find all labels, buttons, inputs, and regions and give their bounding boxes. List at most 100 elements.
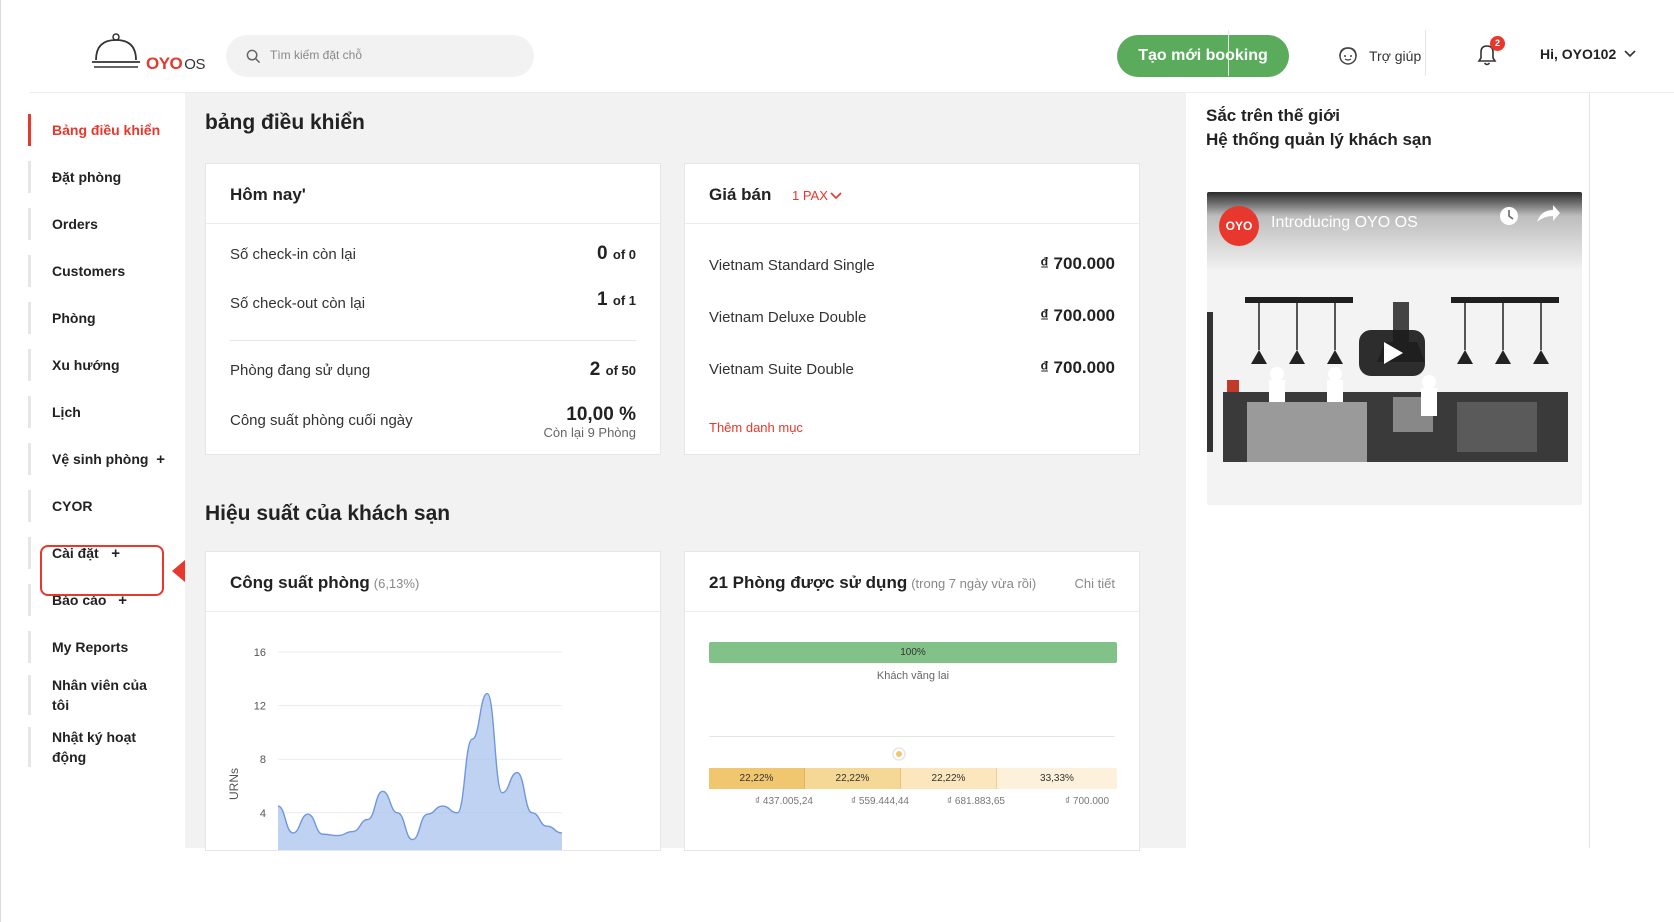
- sidebar-item-cyor[interactable]: CYOR: [28, 486, 185, 526]
- pricing-card: Giá bán 1 PAX Vietnam Standard Single ₫ …: [684, 163, 1140, 455]
- card-title: 21 Phòng được sử dụng (trong 7 ngày vừa r…: [709, 573, 1037, 592]
- section-title: Hiệu suất của khách sạn: [205, 502, 451, 525]
- bell-icon[interactable]: [1475, 42, 1499, 68]
- details-link[interactable]: Chi tiết: [1074, 576, 1115, 591]
- video-player[interactable]: OYO Introducing OYO OS: [1207, 192, 1582, 505]
- price-label: ₫ 437.005,24: [755, 796, 813, 807]
- occupancy-chart: URNs 16 12 8 4: [227, 647, 563, 850]
- y-tick-label: 4: [260, 808, 266, 820]
- sidebar-item-orders[interactable]: Orders: [28, 204, 185, 244]
- promo-heading: Sắc trên thế giới Hệ thống quản lý khách…: [1206, 104, 1432, 152]
- occupancy-card: Công suất phòng (6,13%) URNs 16 12 8 4: [205, 551, 661, 851]
- card-header: Hôm nay': [206, 164, 660, 224]
- room-type-price: ₫ 700.000: [1040, 306, 1115, 325]
- card-title: Giá bán: [709, 185, 772, 204]
- sidebar-item-housekeeping[interactable]: Vệ sinh phòng +: [28, 439, 185, 479]
- video-title: Introducing OYO OS: [1271, 214, 1418, 231]
- checkout-value: 1 of 1: [597, 289, 636, 310]
- card-header: Công suất phòng (6,13%): [206, 552, 660, 612]
- pax-selector[interactable]: 1 PAX: [792, 188, 842, 203]
- room-type-name: Vietnam Standard Single: [709, 257, 875, 274]
- create-booking-button[interactable]: Tạo mới booking: [1117, 35, 1289, 77]
- cloche-icon: [92, 33, 140, 68]
- eod-occupancy-value: 10,00 %: [566, 404, 636, 425]
- occupancy-area: [278, 693, 562, 850]
- help-label: Trợ giúp: [1369, 48, 1422, 64]
- expand-icon: +: [156, 450, 165, 468]
- rooms-used-card: 21 Phòng được sử dụng (trong 7 ngày vừa r…: [684, 551, 1140, 851]
- kitchen-illustration: [1207, 192, 1582, 505]
- search-icon: [246, 49, 261, 64]
- card-header: 21 Phòng được sử dụng (trong 7 ngày vừa r…: [685, 552, 1139, 612]
- sidebar-item-rooms[interactable]: Phòng: [28, 298, 185, 338]
- user-menu[interactable]: Hi, OYO102: [1540, 46, 1636, 62]
- occupied-value: 2 of 50: [589, 359, 636, 380]
- source-bar: 100%: [709, 642, 1117, 663]
- support-icon: [1339, 47, 1357, 65]
- chevron-down-icon: [1624, 50, 1636, 58]
- channel-avatar: OYO: [1219, 206, 1259, 246]
- occupied-label: Phòng đang sử dụng: [230, 362, 371, 379]
- marker-icon: [892, 747, 906, 761]
- sidebar-item-reports[interactable]: Báo cáo +: [28, 580, 185, 620]
- panel-divider: [1589, 93, 1590, 848]
- header-divider: [1228, 30, 1229, 76]
- page-title: bảng điều khiển: [205, 111, 365, 134]
- checkout-label: Số check-out còn lại: [230, 295, 366, 312]
- checkin-value: 0 of 0: [597, 243, 636, 264]
- expand-icon: +: [111, 544, 120, 562]
- sidebar-item-calendar[interactable]: Lịch: [28, 392, 185, 432]
- today-card: Hôm nay' Số check-in còn lại 0 of 0 Số c…: [205, 163, 661, 455]
- promo-line-1: Sắc trên thế giới: [1206, 106, 1340, 125]
- price-label: ₫ 700.000: [1065, 796, 1110, 807]
- room-type-name: Vietnam Suite Double: [709, 361, 854, 378]
- y-tick-label: 16: [254, 647, 266, 659]
- logo[interactable]: OYO OS: [92, 33, 206, 80]
- sidebar-item-activity-log[interactable]: Nhật ký hoạt động: [28, 723, 180, 771]
- y-axis-label: URNs: [227, 768, 241, 800]
- price-distribution-bar: 22,22% 22,22% 22,22% 33,33%: [709, 768, 1117, 789]
- sidebar-item-bookings[interactable]: Đặt phòng: [28, 157, 185, 197]
- divider: [230, 340, 636, 341]
- occupancy-line: [277, 692, 563, 841]
- help-link[interactable]: Trợ giúp: [1337, 44, 1421, 68]
- y-tick-label: 8: [260, 754, 266, 766]
- expand-icon: +: [118, 591, 127, 609]
- room-type-price: ₫ 700.000: [1040, 358, 1115, 377]
- chevron-down-icon: [830, 191, 842, 199]
- card-header: Giá bán 1 PAX: [685, 164, 1139, 224]
- search-input[interactable]: Tìm kiếm đặt chỗ: [270, 48, 363, 62]
- sidebar-item-settings[interactable]: Cài đặt +: [28, 533, 185, 573]
- add-category-link[interactable]: Thêm danh mục: [709, 420, 803, 435]
- checkin-label: Số check-in còn lại: [230, 246, 356, 263]
- header-divider: [1425, 30, 1426, 76]
- price-segment: 22,22%: [901, 768, 997, 789]
- y-tick-label: 12: [254, 701, 266, 713]
- user-greeting: Hi, OYO102: [1540, 46, 1617, 62]
- card-title: Hôm nay': [230, 185, 306, 204]
- main-content: bảng điều khiển Hôm nay' Số check-in còn…: [185, 93, 1186, 851]
- card-title: Công suất phòng (6,13%): [230, 573, 420, 592]
- room-type-name: Vietnam Deluxe Double: [709, 309, 867, 326]
- price-segment: 22,22%: [805, 768, 901, 789]
- settings-highlight-box: [40, 545, 164, 596]
- frame-border: [0, 0, 1, 922]
- sidebar-item-customers[interactable]: Customers: [28, 251, 185, 291]
- sidebar-item-my-reports[interactable]: My Reports: [28, 627, 185, 667]
- notification-badge: 2: [1490, 36, 1505, 51]
- sidebar-item-trends[interactable]: Xu hướng: [28, 345, 185, 385]
- sidebar-item-my-staff[interactable]: Nhân viên của tôi: [28, 671, 180, 719]
- logo-text: OYO OS: [146, 54, 205, 73]
- room-type-price: ₫ 700.000: [1040, 254, 1115, 273]
- rooms-remaining: Còn lại 9 Phòng: [543, 425, 636, 440]
- sidebar-item-dashboard[interactable]: Bảng điều khiển: [28, 110, 185, 150]
- price-segment: 33,33%: [997, 768, 1117, 789]
- sidebar: Bảng điều khiển Đặt phòng Orders Custome…: [28, 93, 185, 922]
- search-bar[interactable]: Tìm kiếm đặt chỗ: [226, 35, 534, 77]
- price-label: ₫ 559.444,44: [851, 796, 909, 807]
- divider: [709, 736, 1115, 737]
- price-label: ₫ 681.883,65: [947, 796, 1005, 807]
- price-segment: 22,22%: [709, 768, 805, 789]
- eod-occupancy-label: Công suất phòng cuối ngày: [230, 412, 413, 429]
